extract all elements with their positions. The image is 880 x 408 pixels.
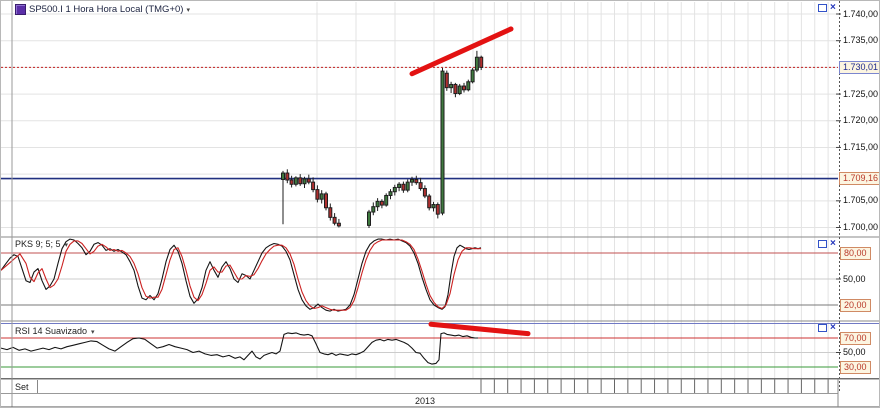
rsi-line	[1, 332, 478, 365]
stoch-level-box: 80,00	[840, 246, 871, 260]
candle-body	[422, 188, 427, 197]
stochastic-k-line	[1, 238, 482, 312]
candle-body	[444, 72, 449, 89]
support-price-box: 1.709,16	[839, 172, 879, 186]
stochastic-panel-controls: ×	[818, 237, 836, 249]
current-price-box: 1.730,01	[839, 60, 879, 74]
candle-body	[435, 204, 440, 215]
minimize-icon[interactable]	[818, 239, 827, 248]
chevron-down-icon: ▾	[91, 328, 95, 336]
candle-body	[392, 186, 397, 193]
candle-body	[388, 191, 393, 196]
month-label: Set	[15, 381, 29, 392]
stochastic-label: PKS 9; 5; 5	[15, 239, 61, 249]
candle-body	[311, 181, 316, 191]
rsi-label: RSI 14 Suavizado	[15, 326, 88, 336]
rsi-level-box: 30,00	[840, 360, 871, 374]
rsi-level-box: 70,00	[840, 331, 871, 345]
candle-body	[336, 222, 341, 227]
symbol-selector[interactable]: SP500.I 1 Hora Hora Local (TMG+0) ▾	[15, 3, 190, 16]
trendline-annotation	[409, 26, 514, 77]
candle-body	[319, 193, 324, 200]
candle-body	[281, 172, 285, 180]
candle-body	[401, 183, 406, 191]
minimize-icon[interactable]	[818, 3, 827, 12]
symbol-title: SP500.I 1 Hora Hora Local (TMG+0)	[29, 4, 184, 15]
candle-body	[431, 204, 436, 209]
candle-body	[332, 216, 337, 224]
candle-body	[474, 56, 479, 71]
rsi-level-label: 50,00	[843, 347, 866, 357]
candle-body	[466, 81, 471, 91]
candle-body	[306, 178, 311, 183]
candle-body	[293, 177, 298, 185]
candle-body	[371, 206, 376, 213]
price-tick-label: 1.700,00	[843, 222, 879, 232]
candle-body	[410, 178, 414, 183]
price-tick-label: 1.740,00	[843, 8, 879, 19]
close-icon[interactable]: ×	[830, 237, 836, 249]
candle-body	[457, 85, 462, 95]
chevron-down-icon: ▾	[186, 7, 190, 14]
candle-body	[418, 182, 423, 190]
candle-body	[479, 56, 484, 68]
stochastic-indicator-selector[interactable]: PKS 9; 5; 5 ▾	[15, 239, 68, 249]
rsi-panel-controls: ×	[818, 321, 836, 333]
close-icon[interactable]: ×	[830, 321, 836, 333]
minimize-icon[interactable]	[818, 323, 827, 332]
price-tick-label: 1.720,00	[843, 115, 879, 126]
price-tick-label: 1.705,00	[843, 195, 879, 206]
candle-body	[427, 195, 432, 209]
candle-body	[453, 83, 458, 95]
stochastic-d-line	[1, 239, 481, 311]
candle-body	[315, 189, 320, 200]
stoch-level-label: 50,00	[843, 273, 866, 284]
candle-body	[298, 177, 303, 185]
time-axis-year-row: 2013	[12, 394, 838, 407]
candle-body	[367, 211, 371, 226]
main-panel-controls: ×	[818, 1, 836, 13]
candle-body	[405, 181, 410, 191]
candle-body	[470, 69, 475, 83]
close-icon[interactable]: ×	[830, 1, 836, 13]
candle-body	[462, 85, 466, 91]
candle-body	[285, 172, 290, 181]
time-axis-month-cell: Set	[12, 380, 38, 393]
trendline-annotation	[428, 321, 531, 337]
candle-body	[440, 70, 445, 214]
candle-body	[375, 200, 380, 208]
candle-body	[384, 194, 389, 206]
candle-body	[289, 179, 294, 185]
candle-body	[328, 207, 333, 218]
stoch-level-box: 20,00	[840, 298, 871, 312]
chevron-down-icon: ▾	[64, 241, 69, 249]
instrument-icon	[15, 4, 26, 15]
year-label: 2013	[414, 395, 436, 406]
candle-body	[449, 83, 454, 89]
candle-body	[379, 200, 384, 206]
price-tick-label: 1.715,00	[843, 141, 879, 152]
candle-body	[302, 178, 307, 185]
candle-body	[397, 183, 402, 188]
rsi-indicator-selector[interactable]: RSI 14 Suavizado ▾	[15, 326, 95, 336]
price-tick-label: 1.735,00	[843, 35, 879, 46]
price-tick-label: 1.725,00	[843, 88, 879, 99]
candle-body	[324, 193, 328, 209]
candle-body	[414, 178, 419, 184]
